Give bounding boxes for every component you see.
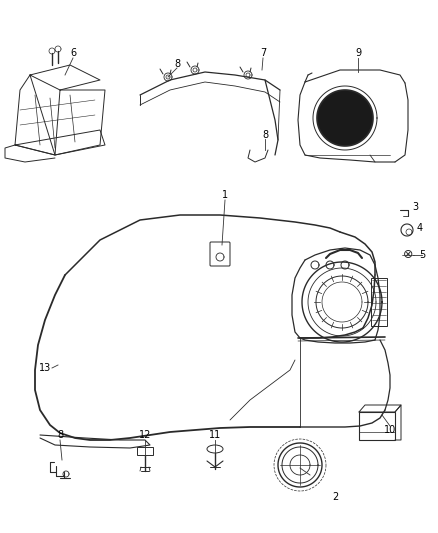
Text: 9: 9 <box>355 48 361 58</box>
Text: 6: 6 <box>70 48 76 58</box>
Text: 10: 10 <box>384 425 396 435</box>
Text: 8: 8 <box>262 130 268 140</box>
Text: 8: 8 <box>57 430 63 440</box>
Text: 13: 13 <box>39 363 51 373</box>
Text: 2: 2 <box>332 492 338 502</box>
Text: 1: 1 <box>222 190 228 200</box>
Polygon shape <box>317 90 373 146</box>
FancyBboxPatch shape <box>137 447 153 455</box>
Text: 8: 8 <box>174 59 180 69</box>
Bar <box>371 278 387 326</box>
Text: 7: 7 <box>260 48 266 58</box>
Text: 5: 5 <box>419 250 425 260</box>
Text: 3: 3 <box>412 202 418 212</box>
Text: 4: 4 <box>417 223 423 233</box>
Text: ⊗: ⊗ <box>403 248 413 262</box>
FancyBboxPatch shape <box>210 242 230 266</box>
Text: 12: 12 <box>139 430 151 440</box>
Ellipse shape <box>207 445 223 453</box>
Bar <box>359 412 395 440</box>
Polygon shape <box>278 443 322 487</box>
Polygon shape <box>401 224 413 236</box>
Text: 11: 11 <box>209 430 221 440</box>
